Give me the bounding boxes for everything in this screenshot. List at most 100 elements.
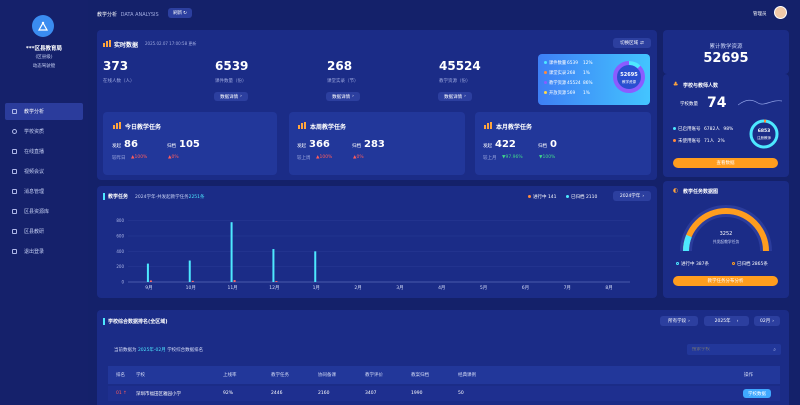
school-data-button[interactable]: 学校数据 — [743, 389, 771, 398]
total-resource-panel — [663, 30, 789, 74]
bar-12月-s1[interactable] — [275, 281, 278, 282]
resource-ring-label: 教学资源 — [622, 80, 636, 84]
task-done-value: 0 — [550, 139, 557, 150]
th-rank: 排名 — [116, 373, 125, 378]
x-tick-label: 9月 — [145, 285, 152, 291]
swap-icon: ⇄ — [640, 40, 644, 46]
chevron-right-icon: › — [352, 94, 354, 99]
realtime-time: 2025.02.07 17:00:58 更新 — [145, 41, 197, 46]
x-tick-label: 2月 — [354, 285, 361, 291]
total-resource-value: 52695 — [703, 51, 749, 66]
record-detail-button[interactable]: 数据详情 › — [326, 92, 360, 101]
task-done-value: 105 — [179, 139, 200, 150]
chevron-right-icon: › — [642, 193, 645, 199]
chart-bar-icon — [103, 40, 111, 47]
x-tick-label: 11月 — [227, 285, 237, 291]
th-action: 操作 — [744, 373, 753, 378]
search-icon[interactable]: ⌕ — [773, 346, 776, 353]
stat-resource-label: 教学资源（份） — [439, 79, 471, 84]
row-archive: 1990 — [411, 391, 423, 396]
logout-icon — [12, 249, 17, 254]
archived-count: 已归档 2110 — [566, 194, 597, 200]
x-tick-label: 4月 — [438, 285, 445, 291]
y-tick-label: 400 — [116, 249, 124, 254]
bar-1月-s0[interactable] — [314, 251, 317, 282]
school-count-label: 学校数量 — [680, 102, 698, 107]
y-tick-label: 0 — [121, 280, 124, 285]
row-rate: 92% — [223, 391, 234, 396]
sidebar-item-live[interactable]: 在线直播 — [5, 143, 83, 160]
school-icon — [12, 129, 17, 134]
sidebar-item-analysis[interactable]: 教学分析 — [5, 103, 83, 120]
y-tick-label: 800 — [116, 218, 124, 223]
resource-legend-list: 课件数量6539 12% 课堂实录268 1% 教学资源45524 86% 开放资源5… — [544, 59, 610, 99]
teacher-ring — [748, 118, 780, 150]
th-eval: 教学评价 — [365, 373, 383, 378]
row-eval: 3407 — [365, 391, 377, 396]
page-subtitle: DATA ANALYSIS — [120, 12, 159, 18]
task-done-label: 归档 — [352, 144, 361, 149]
task-gauge — [680, 205, 772, 252]
page-title: 教学分析 DATA ANALYSIS — [97, 12, 159, 18]
bar-9月-s1[interactable] — [149, 280, 152, 282]
task-card-today — [103, 112, 277, 175]
distribution-button[interactable]: 教学任务分布分析 — [673, 276, 778, 286]
task-main-value: 422 — [495, 139, 516, 150]
video-icon — [12, 169, 17, 174]
row-school: 深圳市福田区雅园小学 — [136, 392, 181, 397]
view-data-button[interactable]: 查看数据 — [673, 158, 778, 168]
task-done-label: 归档 — [167, 144, 176, 149]
x-tick-label: 10月 — [186, 285, 196, 291]
stat-online-label: 在线人数（人） — [103, 79, 135, 84]
chevron-right-icon: › — [736, 318, 739, 324]
org-logo-icon — [32, 15, 54, 37]
stat-resource-value: 45524 — [439, 59, 481, 73]
title-bar-icon — [103, 318, 105, 325]
sidebar-item-message[interactable]: 消息管理 — [5, 183, 83, 200]
courseware-detail-button[interactable]: 数据详情 › — [214, 92, 248, 101]
row-classic: 50 — [458, 391, 464, 396]
inactive-accounts: 未使用账号 71人 2% — [673, 138, 725, 144]
refresh-button[interactable]: 刷新 ↻ — [168, 8, 192, 18]
sidebar-item-logout[interactable]: 退出登录 — [5, 243, 83, 260]
sidebar-item-meeting[interactable]: 视频会议 — [5, 163, 83, 180]
legend-row: 教学资源45524 86% — [544, 79, 610, 89]
resource-detail-button[interactable]: 数据详情 › — [438, 92, 472, 101]
task-main-label: 发起 — [112, 144, 121, 149]
task-title-today: 今日教学任务 — [125, 124, 162, 131]
ranking-table-row — [108, 386, 780, 401]
sidebar-item-research[interactable]: 区县教研 — [5, 223, 83, 240]
task-chart-icon — [484, 122, 492, 131]
avatar[interactable] — [774, 6, 787, 19]
school-search-input[interactable] — [692, 347, 762, 352]
activated-accounts: 已启用账号 6782人 98% — [673, 126, 733, 132]
bar-10月-s0[interactable] — [188, 260, 191, 282]
ranking-title: 学校综合数据排名(全区域) — [108, 319, 168, 325]
row-tasks: 2446 — [271, 391, 283, 396]
sidebar-item-school[interactable]: 学校资质 — [5, 123, 83, 140]
bar-12月-s0[interactable] — [272, 249, 275, 282]
resource-ring — [612, 60, 646, 94]
task-chart-icon — [113, 122, 121, 131]
bar-10月-s1[interactable] — [191, 280, 194, 282]
task-main-label: 发起 — [297, 144, 306, 149]
sidebar-item-resource[interactable]: 区县资源库 — [5, 203, 83, 220]
month-filter-select[interactable]: 02月 › — [754, 316, 780, 326]
bar-11月-s1[interactable] — [233, 280, 236, 282]
sidebar: ***区县教育局 (区县级) 动态驾驶舱 教学分析 学校资质 在线直播 视频会议… — [0, 0, 88, 405]
resource-ring-value: 52695 — [620, 72, 638, 78]
school-search-box[interactable]: ⌕ — [687, 344, 781, 355]
org-sub: 动态驾驶舱 — [32, 64, 56, 69]
total-resource-title: 累计教学资源 — [709, 44, 743, 50]
gauge-label: 共发起教学任务 — [712, 239, 740, 244]
grid-icon — [12, 109, 17, 114]
task-cmp2: ▲0% — [353, 155, 364, 160]
year-filter-select[interactable]: 2025年 › — [704, 316, 749, 326]
bar-9月-s0[interactable] — [146, 263, 149, 282]
switch-area-button[interactable]: 切换区域 ⇄ — [613, 38, 651, 48]
bar-11月-s0[interactable] — [230, 222, 233, 282]
task-card-week — [289, 112, 465, 175]
year-select[interactable]: 2024学年 › — [613, 191, 651, 201]
school-stage-select[interactable]: 所有学段 › — [660, 316, 698, 326]
task-cmp2: ▲0% — [168, 155, 179, 160]
